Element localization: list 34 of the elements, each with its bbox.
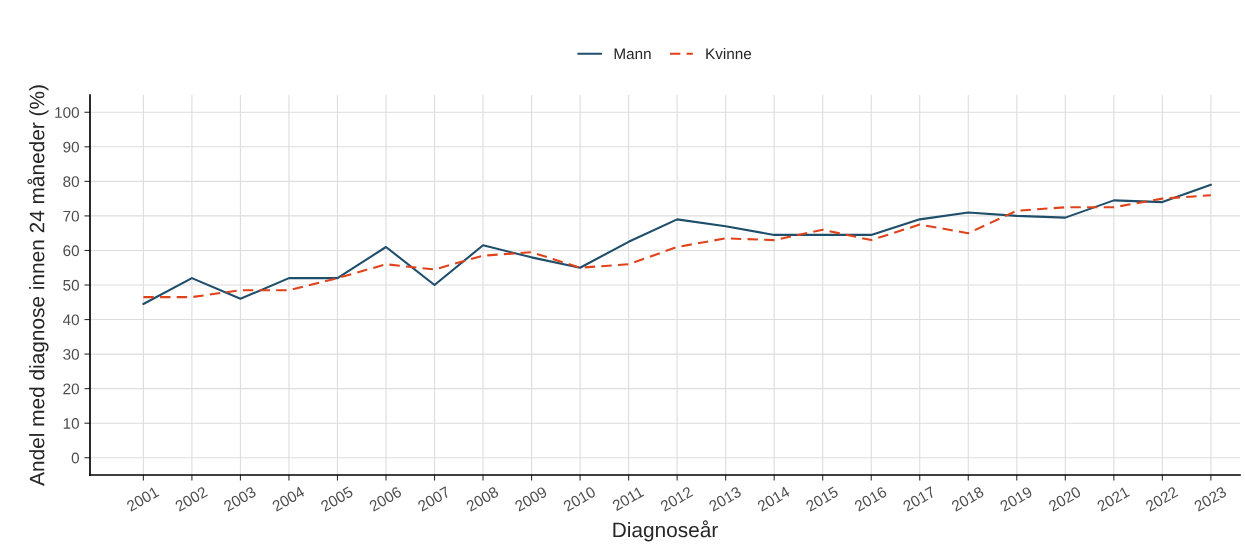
y-tick-label: 0 bbox=[71, 452, 79, 464]
legend-label: Kvinne bbox=[706, 48, 752, 60]
x-tick-label: 2019 bbox=[999, 486, 1033, 512]
x-tick-label: 2023 bbox=[1193, 486, 1228, 512]
y-tick-label: 80 bbox=[63, 176, 79, 188]
x-tick-label: 2011 bbox=[611, 486, 645, 512]
x-tick-label: 2009 bbox=[514, 486, 548, 512]
y-tick-label: 50 bbox=[63, 279, 79, 291]
x-tick-label: 2004 bbox=[271, 485, 306, 512]
x-tick-label: 2008 bbox=[465, 486, 500, 512]
x-axis-title: Diagnoseår bbox=[613, 520, 718, 542]
legend-label: Mann bbox=[614, 48, 651, 60]
y-tick-label: 100 bbox=[55, 107, 79, 118]
x-tick-label: 2012 bbox=[659, 486, 694, 512]
y-axis-title: Andel med diagnose innen 24 måneder (%) bbox=[27, 85, 49, 486]
y-tick-label: 90 bbox=[63, 141, 79, 153]
x-tick-label: 2022 bbox=[1144, 486, 1179, 512]
y-tick-label: 60 bbox=[63, 245, 79, 257]
y-tick-label: 20 bbox=[63, 383, 79, 395]
y-tick-label: 10 bbox=[63, 418, 79, 429]
y-tick-label: 30 bbox=[63, 348, 79, 360]
y-tick-label: 40 bbox=[62, 314, 79, 326]
x-tick-label: 2003 bbox=[223, 486, 257, 512]
x-tick-label: 2021 bbox=[1096, 486, 1130, 512]
x-tick-label: 2002 bbox=[174, 486, 208, 512]
x-tick-label: 2013 bbox=[708, 486, 742, 512]
y-tick-label: 70 bbox=[63, 210, 79, 222]
x-tick-label: 2001 bbox=[125, 486, 160, 512]
x-tick-label: 2014 bbox=[756, 485, 791, 512]
x-tick-label: 2010 bbox=[562, 486, 597, 512]
x-tick-label: 2016 bbox=[853, 486, 888, 512]
x-tick-label: 2006 bbox=[368, 486, 403, 512]
x-tick-label: 2018 bbox=[950, 486, 985, 512]
x-tick-label: 2020 bbox=[1047, 486, 1082, 512]
